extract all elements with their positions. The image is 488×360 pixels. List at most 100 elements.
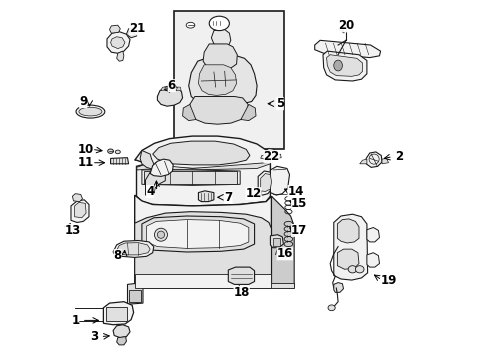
Bar bbox=[272, 238, 280, 246]
Polygon shape bbox=[189, 96, 247, 124]
Polygon shape bbox=[211, 30, 230, 47]
Polygon shape bbox=[150, 159, 173, 176]
Bar bbox=[106, 307, 127, 321]
Bar bbox=[144, 171, 237, 184]
Ellipse shape bbox=[76, 105, 104, 118]
Polygon shape bbox=[140, 150, 153, 169]
Text: 2: 2 bbox=[394, 150, 403, 163]
Polygon shape bbox=[127, 283, 142, 304]
Polygon shape bbox=[142, 170, 240, 185]
Text: 19: 19 bbox=[380, 274, 396, 287]
Bar bbox=[129, 290, 141, 302]
Text: 6: 6 bbox=[167, 79, 176, 92]
Text: 4: 4 bbox=[146, 185, 154, 198]
Polygon shape bbox=[381, 158, 387, 164]
Polygon shape bbox=[134, 136, 270, 168]
Ellipse shape bbox=[355, 266, 363, 273]
Polygon shape bbox=[145, 166, 165, 195]
Text: 14: 14 bbox=[287, 185, 303, 198]
Polygon shape bbox=[241, 104, 256, 121]
Polygon shape bbox=[260, 155, 265, 158]
Text: 12: 12 bbox=[245, 187, 261, 200]
Polygon shape bbox=[113, 240, 153, 257]
Ellipse shape bbox=[154, 228, 167, 241]
Text: 15: 15 bbox=[290, 197, 307, 210]
Polygon shape bbox=[333, 214, 367, 280]
Polygon shape bbox=[110, 158, 128, 164]
Polygon shape bbox=[136, 158, 270, 170]
Polygon shape bbox=[203, 44, 237, 70]
Text: 16: 16 bbox=[276, 247, 292, 260]
Polygon shape bbox=[134, 212, 271, 288]
Polygon shape bbox=[152, 141, 249, 165]
Polygon shape bbox=[146, 220, 248, 248]
Polygon shape bbox=[270, 166, 289, 195]
Polygon shape bbox=[161, 87, 166, 91]
Polygon shape bbox=[326, 55, 362, 76]
Polygon shape bbox=[366, 152, 381, 167]
Ellipse shape bbox=[347, 266, 356, 273]
Polygon shape bbox=[171, 87, 176, 91]
Polygon shape bbox=[134, 195, 271, 288]
Polygon shape bbox=[333, 283, 343, 292]
Text: 3: 3 bbox=[90, 330, 98, 343]
Text: 1: 1 bbox=[71, 314, 79, 327]
Polygon shape bbox=[117, 243, 150, 255]
Polygon shape bbox=[117, 51, 123, 61]
Polygon shape bbox=[109, 25, 120, 33]
Text: 5: 5 bbox=[275, 97, 284, 110]
Polygon shape bbox=[176, 87, 181, 91]
Ellipse shape bbox=[327, 305, 335, 311]
Polygon shape bbox=[126, 27, 138, 38]
Polygon shape bbox=[72, 194, 82, 202]
Polygon shape bbox=[75, 202, 86, 218]
Bar bbox=[174, 11, 284, 149]
Polygon shape bbox=[198, 65, 236, 95]
Text: 22: 22 bbox=[263, 150, 279, 163]
Polygon shape bbox=[103, 302, 133, 325]
Ellipse shape bbox=[157, 231, 164, 238]
Polygon shape bbox=[134, 274, 271, 288]
Polygon shape bbox=[366, 228, 379, 242]
Text: 7: 7 bbox=[224, 191, 232, 204]
Polygon shape bbox=[198, 191, 213, 202]
Text: 20: 20 bbox=[337, 19, 353, 32]
Polygon shape bbox=[71, 200, 89, 222]
Polygon shape bbox=[228, 267, 254, 284]
Polygon shape bbox=[110, 37, 125, 49]
Text: 18: 18 bbox=[233, 286, 249, 299]
Text: 8: 8 bbox=[113, 249, 122, 262]
Polygon shape bbox=[270, 235, 283, 248]
Polygon shape bbox=[359, 159, 366, 164]
Text: 9: 9 bbox=[79, 95, 87, 108]
Polygon shape bbox=[366, 253, 379, 267]
Polygon shape bbox=[337, 249, 358, 269]
Polygon shape bbox=[134, 283, 294, 288]
Polygon shape bbox=[107, 32, 130, 53]
Polygon shape bbox=[337, 219, 358, 243]
Ellipse shape bbox=[209, 16, 229, 31]
Text: 10: 10 bbox=[77, 143, 93, 156]
Polygon shape bbox=[188, 55, 257, 104]
Ellipse shape bbox=[79, 107, 102, 116]
Polygon shape bbox=[182, 104, 196, 121]
Ellipse shape bbox=[107, 149, 113, 153]
Polygon shape bbox=[258, 171, 273, 195]
Text: 13: 13 bbox=[64, 224, 81, 237]
Polygon shape bbox=[314, 40, 380, 58]
Polygon shape bbox=[276, 154, 281, 158]
Polygon shape bbox=[142, 216, 254, 252]
Ellipse shape bbox=[186, 22, 194, 28]
Text: 17: 17 bbox=[290, 224, 307, 237]
Polygon shape bbox=[113, 325, 130, 338]
Ellipse shape bbox=[333, 60, 342, 71]
Ellipse shape bbox=[115, 150, 120, 154]
Polygon shape bbox=[117, 337, 126, 345]
Polygon shape bbox=[265, 148, 276, 159]
Text: 11: 11 bbox=[77, 156, 93, 169]
Polygon shape bbox=[166, 87, 171, 91]
Polygon shape bbox=[260, 174, 271, 192]
Polygon shape bbox=[136, 158, 270, 206]
Polygon shape bbox=[322, 51, 366, 81]
Polygon shape bbox=[271, 196, 294, 288]
